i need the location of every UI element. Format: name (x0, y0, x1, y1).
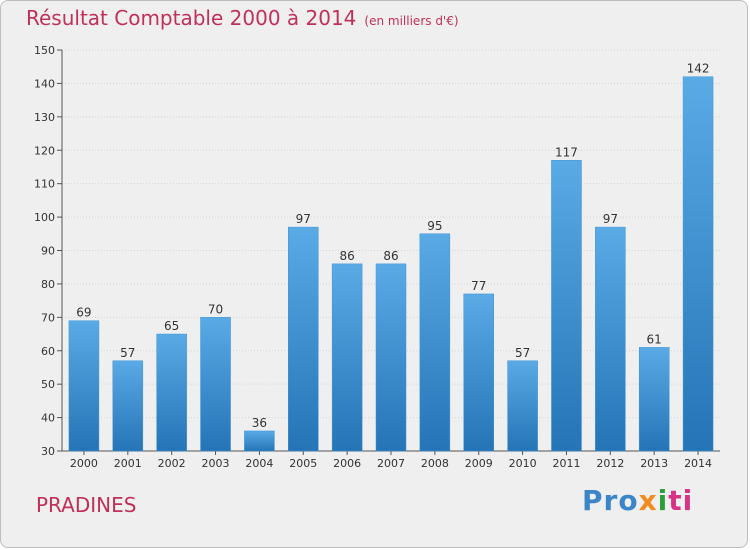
bar-value-label: 95 (427, 219, 442, 233)
bar-value-label: 77 (471, 279, 486, 293)
x-tick-label: 2000 (70, 457, 98, 470)
bar (156, 333, 187, 452)
bar-value-label: 65 (164, 319, 179, 333)
bar-value-label: 117 (555, 145, 578, 159)
bar (682, 76, 714, 452)
data-labels: 69 57 65 70 36 97 86 86 95 77 57 117 97 61 142 (76, 62, 709, 430)
logo-part-2: x (638, 484, 658, 517)
y-tick-label: 110 (34, 178, 55, 191)
bar-value-label: 70 (208, 302, 223, 316)
bar-value-label: 86 (383, 249, 398, 263)
bar-value-label: 142 (687, 62, 710, 76)
x-tick-label: 2009 (465, 457, 493, 470)
chart-title-text: Résultat Comptable 2000 à 2014 (26, 6, 357, 30)
x-tick-label: 2013 (640, 457, 668, 470)
logo-part-4: ti (668, 484, 694, 517)
bar (638, 347, 670, 452)
bar-value-label: 57 (515, 346, 530, 360)
chart-title: Résultat Comptable 2000 à 2014 (en millie… (26, 6, 459, 30)
y-tick-label: 70 (41, 311, 55, 324)
bar-value-label: 97 (296, 212, 311, 226)
bar (68, 320, 100, 452)
x-tick-labels: 2000 2001 2002 2003 2004 2005 2006 2007 2008 2009… (70, 457, 712, 470)
x-tick-label: 2014 (684, 457, 712, 470)
bar (112, 360, 144, 452)
x-tick-label: 2012 (596, 457, 624, 470)
y-tick-label: 50 (41, 378, 55, 391)
city-name: PRADINES (36, 493, 137, 517)
chart-subtitle: (en milliers d'€) (364, 14, 459, 28)
y-tick-label: 40 (41, 412, 55, 425)
x-tick-label: 2002 (158, 457, 186, 470)
x-tick-label: 2006 (333, 457, 361, 470)
proxiti-logo[interactable]: Proxiti (582, 484, 693, 517)
x-tick-label: 2010 (509, 457, 537, 470)
bar (331, 263, 363, 452)
y-tick-label: 130 (34, 111, 55, 124)
bar-value-label: 86 (339, 249, 354, 263)
y-tick-label: 120 (34, 144, 55, 157)
bar (595, 226, 626, 452)
bar-value-label: 36 (252, 416, 267, 430)
x-tick-label: 2005 (289, 457, 317, 470)
y-tick-label: 150 (34, 44, 55, 57)
y-tick-label: 30 (41, 445, 55, 458)
bar (200, 317, 231, 452)
x-tick-label: 2007 (377, 457, 405, 470)
bar-value-label: 69 (76, 306, 91, 320)
bar (288, 226, 319, 452)
bar (244, 430, 275, 452)
bar (375, 263, 407, 452)
bar (551, 160, 582, 452)
y-tick-label: 140 (34, 77, 55, 90)
bar (507, 360, 538, 452)
logo-part-3: i (657, 484, 669, 517)
y-tick-labels: 30 40 50 60 70 80 90 100 110 120 130 140 150 (34, 44, 55, 458)
bar (463, 293, 494, 452)
logo-part-1: Pro (582, 484, 639, 517)
x-tick-label: 2003 (202, 457, 230, 470)
x-tick-label: 2008 (421, 457, 449, 470)
x-tick-label: 2011 (552, 457, 580, 470)
bar-value-label: 97 (603, 212, 618, 226)
bar-value-label: 57 (120, 346, 135, 360)
y-tick-label: 80 (41, 278, 55, 291)
bar-value-label: 61 (647, 332, 662, 346)
x-tick-label: 2004 (245, 457, 273, 470)
y-tick-label: 100 (34, 211, 55, 224)
bars (68, 76, 714, 452)
x-tick-label: 2001 (114, 457, 142, 470)
y-tick-label: 60 (41, 345, 55, 358)
y-tick-label: 90 (41, 245, 55, 258)
bar (419, 233, 451, 452)
